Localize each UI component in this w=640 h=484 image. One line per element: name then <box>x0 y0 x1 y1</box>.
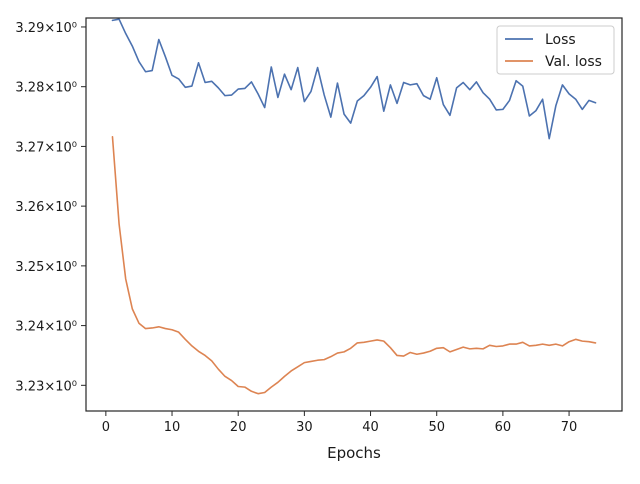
x-tick-label: 60 <box>495 420 512 435</box>
y-tick-label: 3.24×10⁰ <box>15 320 77 335</box>
legend: Loss Val. loss <box>496 25 615 75</box>
y-tick-label: 3.23×10⁰ <box>15 379 77 394</box>
series-line-2 <box>111 136 597 395</box>
y-tick-label: 3.27×10⁰ <box>15 140 77 155</box>
series-line-1 <box>111 18 597 140</box>
x-tick-label: 70 <box>561 420 578 435</box>
x-tick-label: 0 <box>102 420 110 435</box>
x-axis: 0 10 20 30 40 50 60 70 <box>102 411 578 435</box>
legend-box <box>496 25 615 75</box>
x-tick-label: 50 <box>428 420 445 435</box>
x-tick-label: 40 <box>362 420 379 435</box>
x-axis-label: Epochs <box>327 444 381 462</box>
x-tick-label: 10 <box>164 420 181 435</box>
y-tick-label: 3.29×10⁰ <box>15 21 77 36</box>
y-tick-label: 3.26×10⁰ <box>15 200 77 215</box>
legend-label-2: Val. loss <box>545 54 602 70</box>
y-tick-label: 3.25×10⁰ <box>15 260 77 275</box>
series-group <box>111 18 597 395</box>
y-tick-label: 3.28×10⁰ <box>15 81 77 96</box>
y-axis: 3.23×10⁰ 3.24×10⁰ 3.25×10⁰ 3.26×10⁰ 3.27×10⁰… <box>15 21 86 394</box>
x-tick-label: 30 <box>296 420 313 435</box>
legend-label-1: Loss <box>545 32 576 48</box>
x-tick-label: 20 <box>230 420 247 435</box>
plot-frame <box>85 17 623 412</box>
